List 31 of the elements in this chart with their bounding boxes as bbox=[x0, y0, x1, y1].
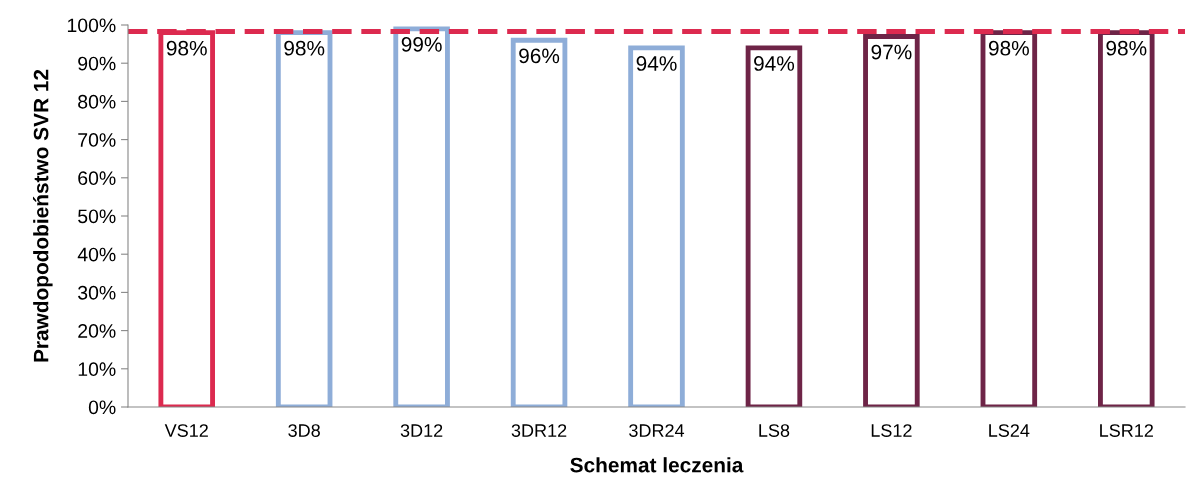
x-tick-label: 3DR24 bbox=[629, 424, 685, 437]
x-tick-label: LSR12 bbox=[1100, 424, 1153, 437]
y-tick-label: 80% bbox=[78, 94, 116, 109]
data-label: 99% bbox=[401, 37, 442, 52]
x-tick-label: 3DR12 bbox=[511, 424, 567, 437]
x-tick-label: LS12 bbox=[871, 424, 912, 437]
x-tick-label: 3D12 bbox=[400, 424, 443, 437]
data-label: 97% bbox=[871, 44, 912, 60]
y-tick-label: 70% bbox=[78, 133, 116, 147]
x-tick-label: LS8 bbox=[759, 424, 790, 437]
y-tick-label: 20% bbox=[78, 324, 116, 338]
y-tick-label: 10% bbox=[78, 362, 116, 377]
y-tick-label: 100% bbox=[67, 18, 116, 33]
data-label: 98% bbox=[284, 40, 325, 56]
y-tick-label: 30% bbox=[78, 285, 116, 300]
x-axis-title: Schemat leczenia bbox=[570, 457, 744, 473]
y-axis-title: Prawdopodobieństwo SVR 12 bbox=[32, 69, 53, 362]
x-tick-label: 3D8 bbox=[288, 424, 320, 437]
data-label: 94% bbox=[754, 56, 795, 71]
y-tick-label: 50% bbox=[78, 209, 116, 224]
x-tick-label: LS24 bbox=[989, 424, 1030, 437]
data-label: 96% bbox=[519, 48, 560, 64]
data-label: 98% bbox=[166, 40, 207, 56]
y-tick-label: 0% bbox=[88, 400, 116, 415]
data-label: 98% bbox=[988, 40, 1029, 56]
y-tick-label: 40% bbox=[77, 247, 116, 262]
x-tick-label: VS12 bbox=[164, 424, 208, 437]
data-label: 94% bbox=[636, 56, 677, 71]
y-tick-label: 60% bbox=[78, 171, 116, 186]
data-label: 98% bbox=[1106, 40, 1147, 56]
y-tick-label: 90% bbox=[78, 56, 116, 71]
